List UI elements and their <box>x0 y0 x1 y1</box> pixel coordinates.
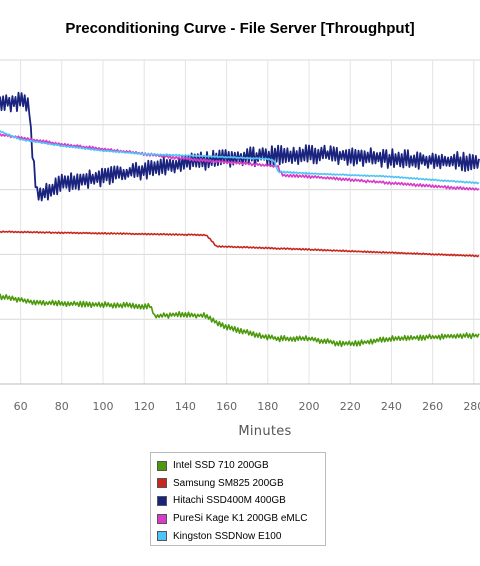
x-tick-label: 180 <box>257 400 278 413</box>
legend-item[interactable]: Kingston SSDNow E100 <box>157 527 325 545</box>
x-tick-label: 160 <box>216 400 237 413</box>
legend-swatch <box>157 478 167 489</box>
series-kingston-line <box>0 130 480 185</box>
legend: Intel SSD 710 200GB Samsung SM825 200GB … <box>150 452 326 546</box>
legend-label: PureSi Kage K1 200GB eMLC <box>173 513 308 525</box>
series-puresi-line <box>0 133 480 191</box>
legend-label: Samsung SM825 200GB <box>173 477 284 489</box>
x-tick-label: 60 <box>14 400 28 413</box>
legend-swatch <box>157 531 167 542</box>
x-tick-label: 220 <box>340 400 361 413</box>
x-tick-label: 80 <box>55 400 69 413</box>
legend-item[interactable]: Intel SSD 710 200GB <box>157 457 325 475</box>
series-hitachi-line <box>0 91 480 202</box>
x-tick-label: 200 <box>299 400 320 413</box>
x-tick-label: 260 <box>422 400 443 413</box>
x-tick-label: 120 <box>134 400 155 413</box>
chart-title: Preconditioning Curve - File Server [Thr… <box>65 20 415 37</box>
legend-swatch <box>157 513 167 524</box>
series-samsung-line <box>0 230 480 258</box>
x-tick-label: 240 <box>381 400 402 413</box>
legend-label: Intel SSD 710 200GB <box>173 460 269 472</box>
x-axis-label: Minutes <box>238 424 292 439</box>
legend-label: Kingston SSDNow E100 <box>173 530 282 542</box>
x-tick-label: 100 <box>93 400 114 413</box>
x-tick-label: 140 <box>175 400 196 413</box>
chart-plot-area: 60 80 100 120 140 160 180 200 220 240 260 280 <box>0 59 480 413</box>
legend-item[interactable]: Hitachi SSD400M 400GB <box>157 492 325 510</box>
legend-swatch <box>157 495 167 506</box>
legend-item[interactable]: Samsung SM825 200GB <box>157 475 325 493</box>
legend-swatch <box>157 460 167 471</box>
legend-item[interactable]: PureSi Kage K1 200GB eMLC <box>157 510 325 528</box>
legend-label: Hitachi SSD400M 400GB <box>173 495 286 507</box>
series-intel-line <box>0 293 480 348</box>
x-tick-label: 280 <box>463 400 480 413</box>
